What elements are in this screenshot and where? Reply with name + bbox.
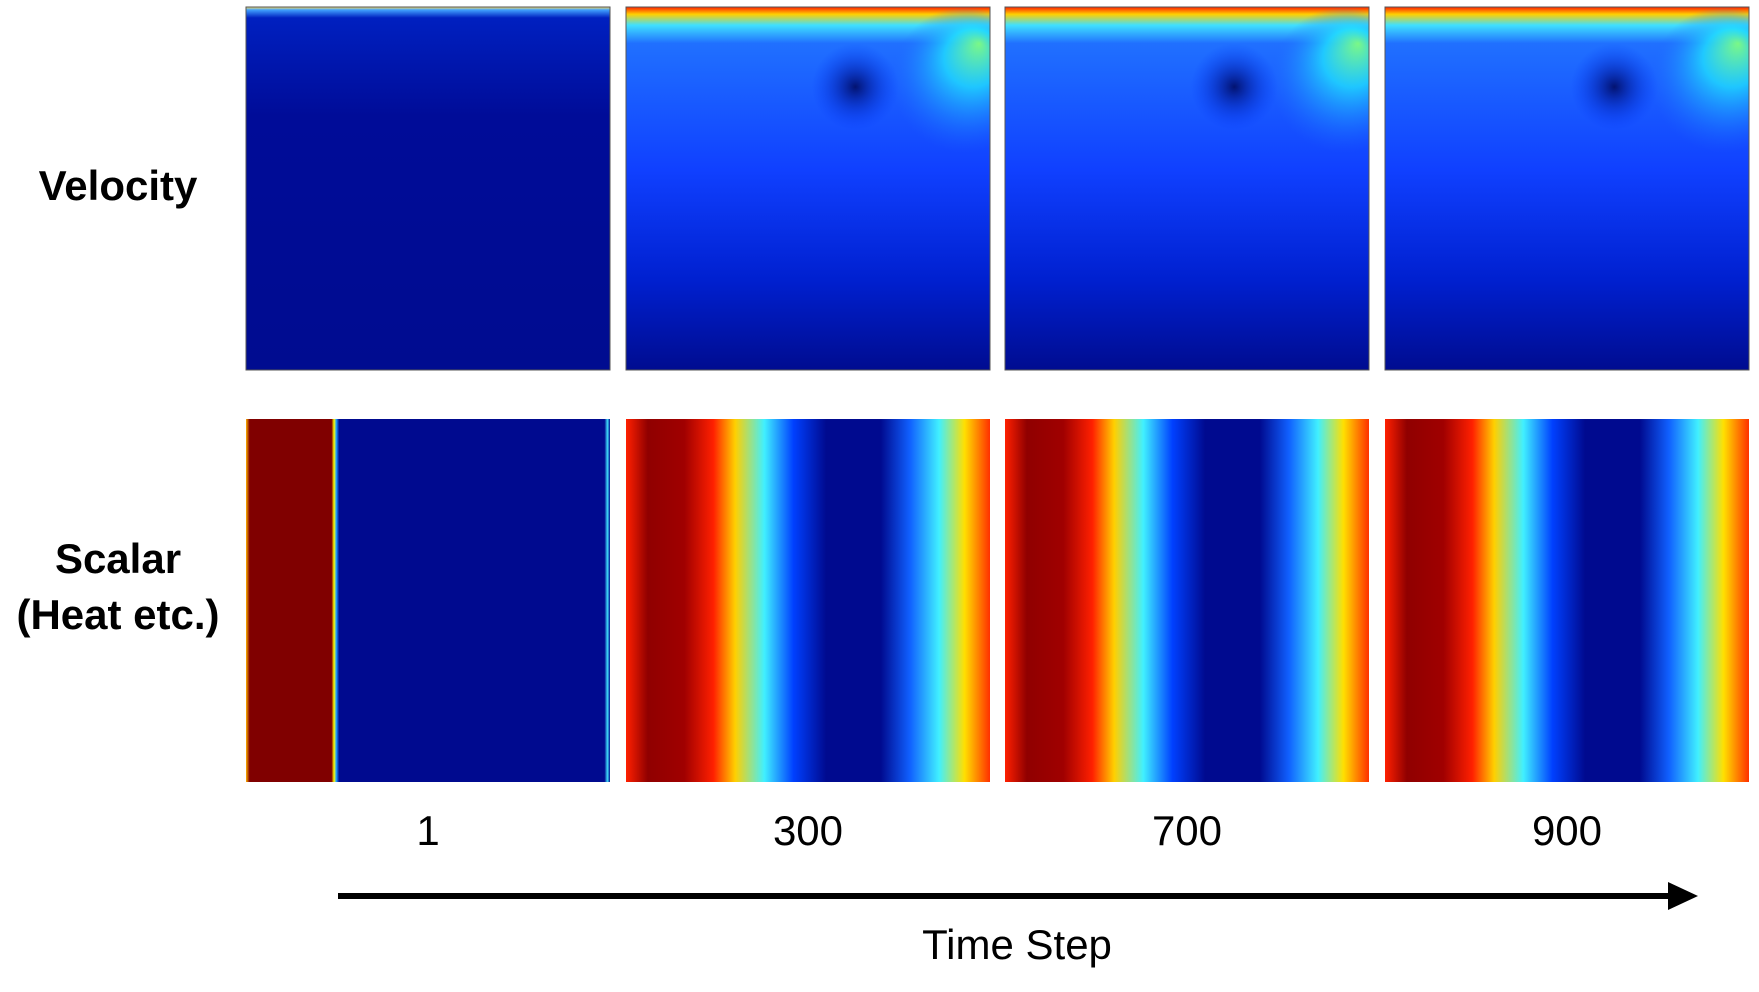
panel-border bbox=[1384, 6, 1750, 371]
scalar-panel bbox=[626, 419, 990, 782]
velocity-panel bbox=[246, 7, 610, 370]
panel-border bbox=[625, 6, 991, 371]
time-step-label: 300 bbox=[773, 807, 843, 854]
row-label: (Heat etc.) bbox=[16, 591, 219, 638]
time-step-label: 1 bbox=[416, 807, 439, 854]
time-step-label: 900 bbox=[1532, 807, 1602, 854]
arrow-head bbox=[1668, 882, 1698, 910]
scalar-panel bbox=[1385, 419, 1749, 782]
scalar-panel bbox=[246, 419, 610, 782]
row-label: Scalar bbox=[55, 535, 181, 582]
row-label: Velocity bbox=[39, 162, 198, 209]
time-step-label: 700 bbox=[1152, 807, 1222, 854]
velocity-corner bbox=[626, 7, 990, 370]
scalar-panel bbox=[1005, 419, 1369, 782]
velocity-corner bbox=[1005, 7, 1369, 370]
axis-label: Time Step bbox=[922, 921, 1112, 968]
panel-border bbox=[245, 6, 611, 371]
velocity-corner bbox=[1385, 7, 1749, 370]
panel-border bbox=[1004, 6, 1370, 371]
